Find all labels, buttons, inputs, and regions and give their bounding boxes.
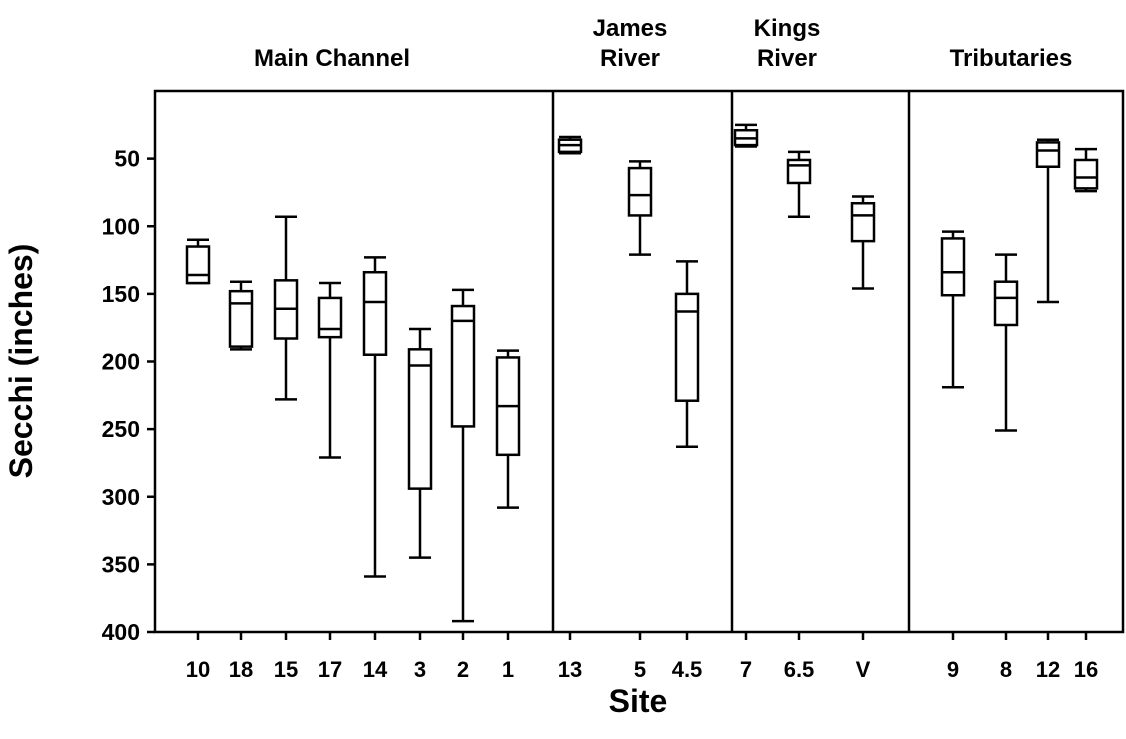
x-tick-label: 12 — [1036, 657, 1060, 682]
box-iqr — [627, 166, 653, 217]
box-site-5 — [627, 160, 653, 256]
box-site-10 — [185, 238, 211, 285]
box-site-9 — [940, 230, 966, 389]
y-tick-label: 50 — [114, 146, 140, 172]
box-site-12 — [1035, 138, 1061, 304]
group-label: Main Channel — [254, 45, 410, 72]
x-tick-label: 14 — [363, 657, 388, 682]
y-tick-label: 400 — [102, 619, 140, 645]
box-iqr — [786, 158, 812, 185]
box-iqr — [185, 245, 211, 285]
box-site-18 — [228, 280, 254, 351]
box-site-16 — [1073, 147, 1099, 193]
box-iqr — [362, 270, 388, 356]
box-iqr — [317, 296, 343, 339]
x-tick-label: V — [856, 657, 871, 682]
box-site-1 — [495, 349, 521, 509]
box-iqr — [1035, 141, 1061, 168]
y-tick-label: 300 — [102, 484, 140, 510]
group-label: James — [593, 15, 668, 42]
x-tick-label: 10 — [186, 657, 210, 682]
box-iqr — [450, 304, 476, 428]
y-tick-label: 150 — [102, 281, 140, 307]
x-tick-label: 13 — [558, 657, 582, 682]
y-tick-label: 200 — [102, 349, 140, 375]
x-tick-label: 17 — [318, 657, 342, 682]
box-site-15 — [273, 215, 299, 401]
box-iqr — [228, 289, 254, 348]
x-axis-title: Site — [609, 683, 668, 719]
x-tick-label: 3 — [414, 657, 426, 682]
group-label: Tributaries — [950, 45, 1073, 72]
box-iqr — [407, 348, 433, 490]
y-axis-ticks: 50 100 150 200 250 300 350 400 — [102, 146, 155, 645]
box-site-13 — [557, 135, 583, 155]
box-iqr — [1073, 158, 1099, 190]
box-site-6.5 — [786, 150, 812, 219]
x-tick-label: 9 — [947, 657, 959, 682]
y-tick-label: 350 — [102, 551, 140, 577]
x-tick-label: 18 — [229, 657, 253, 682]
group-label: River — [757, 45, 817, 72]
box-site-8 — [993, 253, 1019, 432]
x-tick-label: 7 — [740, 657, 752, 682]
y-tick-label: 100 — [102, 213, 140, 239]
group-label: River — [600, 45, 660, 72]
y-axis-title: Secchi (inches) — [3, 244, 39, 479]
box-iqr — [674, 292, 700, 402]
x-tick-label: 6.5 — [784, 657, 815, 682]
group-dividers — [551, 91, 911, 632]
group-labels: Main Channel James River Kings River Tributar… — [254, 15, 1072, 72]
box-site-7 — [733, 123, 759, 148]
x-tick-label: 1 — [502, 657, 514, 682]
box-site-17 — [317, 281, 343, 459]
box-site-V — [850, 195, 876, 290]
box-iqr — [850, 202, 876, 243]
group-label: Kings — [754, 15, 821, 42]
box-site-2 — [450, 288, 476, 623]
x-tick-label: 4.5 — [672, 657, 703, 682]
y-tick-label: 250 — [102, 416, 140, 442]
box-iqr — [940, 237, 966, 297]
x-axis-ticks: 10 18 15 17 14 3 2 1 13 5 4.5 7 6.5 V 9 8 12 16 — [186, 632, 1098, 682]
x-tick-label: 15 — [274, 657, 298, 682]
x-tick-label: 16 — [1074, 657, 1098, 682]
box-site-3 — [407, 327, 433, 559]
box-iqr — [993, 280, 1019, 327]
x-tick-label: 5 — [634, 657, 646, 682]
box-site-14 — [362, 256, 388, 578]
box-site-4.5 — [674, 260, 700, 448]
x-tick-label: 8 — [1000, 657, 1012, 682]
x-tick-label: 2 — [457, 657, 469, 682]
box-series — [185, 123, 1099, 623]
